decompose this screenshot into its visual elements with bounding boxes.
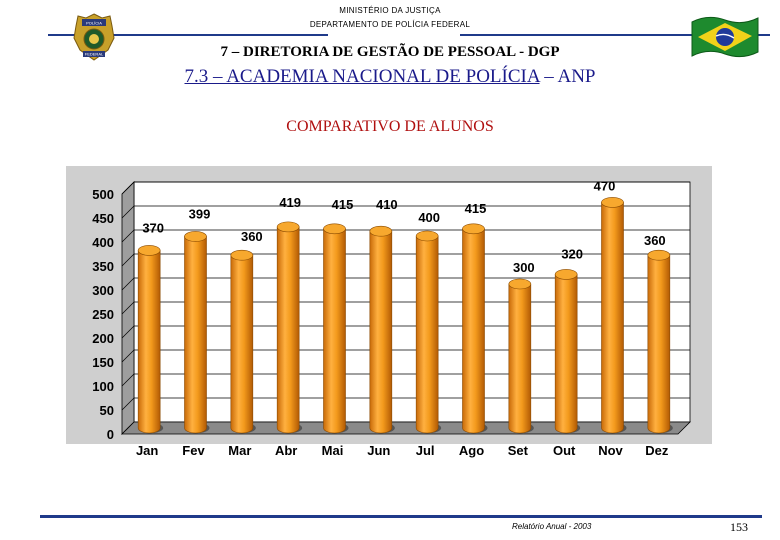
y-tick-label: 50 [100, 403, 114, 418]
data-label: 400 [418, 210, 440, 225]
gridline-side [121, 349, 135, 363]
bar-top [508, 278, 532, 290]
bar [369, 230, 393, 434]
bar-top [276, 221, 300, 233]
header-rule-left [48, 34, 328, 36]
y-tick-label: 400 [92, 235, 114, 250]
badge-text-bottom: FEDERAL [85, 52, 104, 57]
data-label: 415 [332, 197, 354, 212]
bar [184, 236, 207, 434]
bar-top [369, 225, 393, 237]
bar [415, 235, 439, 434]
bar [647, 254, 671, 434]
x-tick-label: Jan [136, 443, 158, 458]
x-tick-label: Jul [416, 443, 435, 458]
gridline-side [121, 229, 135, 243]
y-tick-label: 150 [92, 355, 114, 370]
bar-top [323, 223, 346, 235]
academy-title-rest: – ANP [539, 66, 596, 87]
y-tick-label: 500 [92, 187, 114, 202]
academy-title: 7.3 – ACADEMIA NACIONAL DE POLÍCIA – ANP [0, 66, 780, 88]
bar-top [647, 249, 671, 261]
bar [323, 228, 346, 434]
data-label: 399 [189, 206, 211, 221]
gridline-side [121, 373, 135, 387]
academy-title-underlined: 7.3 – ACADEMIA NACIONAL DE POLÍCIA [184, 66, 540, 87]
x-tick-label: Out [553, 443, 576, 458]
x-tick-label: Set [508, 443, 529, 458]
chart-title: COMPARATIVO DE ALUNOS [286, 118, 494, 135]
federal-police-badge-logo: POLÍCIA FEDERAL [73, 13, 115, 61]
x-tick-label: Ago [459, 443, 484, 458]
header-rule-right [460, 34, 770, 36]
data-label: 300 [513, 260, 535, 275]
plot-floor [121, 421, 691, 435]
bar-top [462, 223, 485, 235]
bar-top [415, 230, 439, 242]
data-label: 415 [465, 201, 487, 216]
data-label: 360 [644, 233, 666, 248]
bar-top [137, 245, 161, 256]
data-label: 370 [142, 220, 164, 235]
y-tick-label: 350 [92, 259, 114, 274]
bar-top [554, 269, 578, 280]
bar [276, 226, 300, 434]
directorate-title: 7 – DIRETORIA DE GESTÃO DE PESSOAL - DGP [220, 44, 560, 60]
department-name: DEPARTAMENTO DE POLÍCIA FEDERAL [309, 20, 471, 29]
bar-top [230, 249, 254, 261]
bar [462, 228, 485, 434]
gridline-side [121, 205, 135, 219]
ministry-name: MINISTÉRIO DA JUSTIÇA [339, 6, 441, 15]
gridline-side [121, 253, 135, 267]
gridline-side [121, 301, 135, 315]
bar-top [184, 231, 207, 242]
data-label: 320 [561, 246, 583, 261]
bar [508, 283, 532, 434]
y-tick-label: 100 [92, 379, 114, 394]
y-tick-label: 250 [92, 307, 114, 322]
y-tick-label: 450 [92, 211, 114, 226]
y-tick-label: 200 [92, 331, 114, 346]
bar [554, 274, 578, 434]
data-label: 360 [241, 229, 263, 244]
gridline-side [121, 397, 135, 411]
x-tick-label: Mar [228, 443, 251, 458]
data-label: 419 [279, 195, 301, 210]
x-tick-label: Nov [598, 443, 623, 458]
y-tick-label: 300 [92, 283, 114, 298]
bar [137, 250, 161, 434]
y-tick-label: 0 [107, 427, 114, 442]
page-number: 153 [730, 520, 748, 534]
x-tick-label: Jun [367, 443, 390, 458]
x-tick-label: Abr [275, 443, 297, 458]
data-label: 470 [594, 178, 616, 193]
bar [601, 202, 624, 434]
gridline-side [121, 325, 135, 339]
gridline-side [121, 181, 135, 195]
report-label: Relatório Anual - 2003 [512, 522, 592, 531]
badge-text-top: POLÍCIA [86, 21, 102, 26]
data-label: 410 [376, 197, 398, 212]
x-tick-label: Dez [645, 443, 669, 458]
bar [230, 254, 254, 434]
gridline-side [121, 277, 135, 291]
bar-top [601, 197, 624, 208]
x-tick-label: Mai [322, 443, 344, 458]
brazil-flag-icon [691, 16, 759, 58]
footer-rule [40, 515, 762, 518]
x-tick-label: Fev [182, 443, 205, 458]
